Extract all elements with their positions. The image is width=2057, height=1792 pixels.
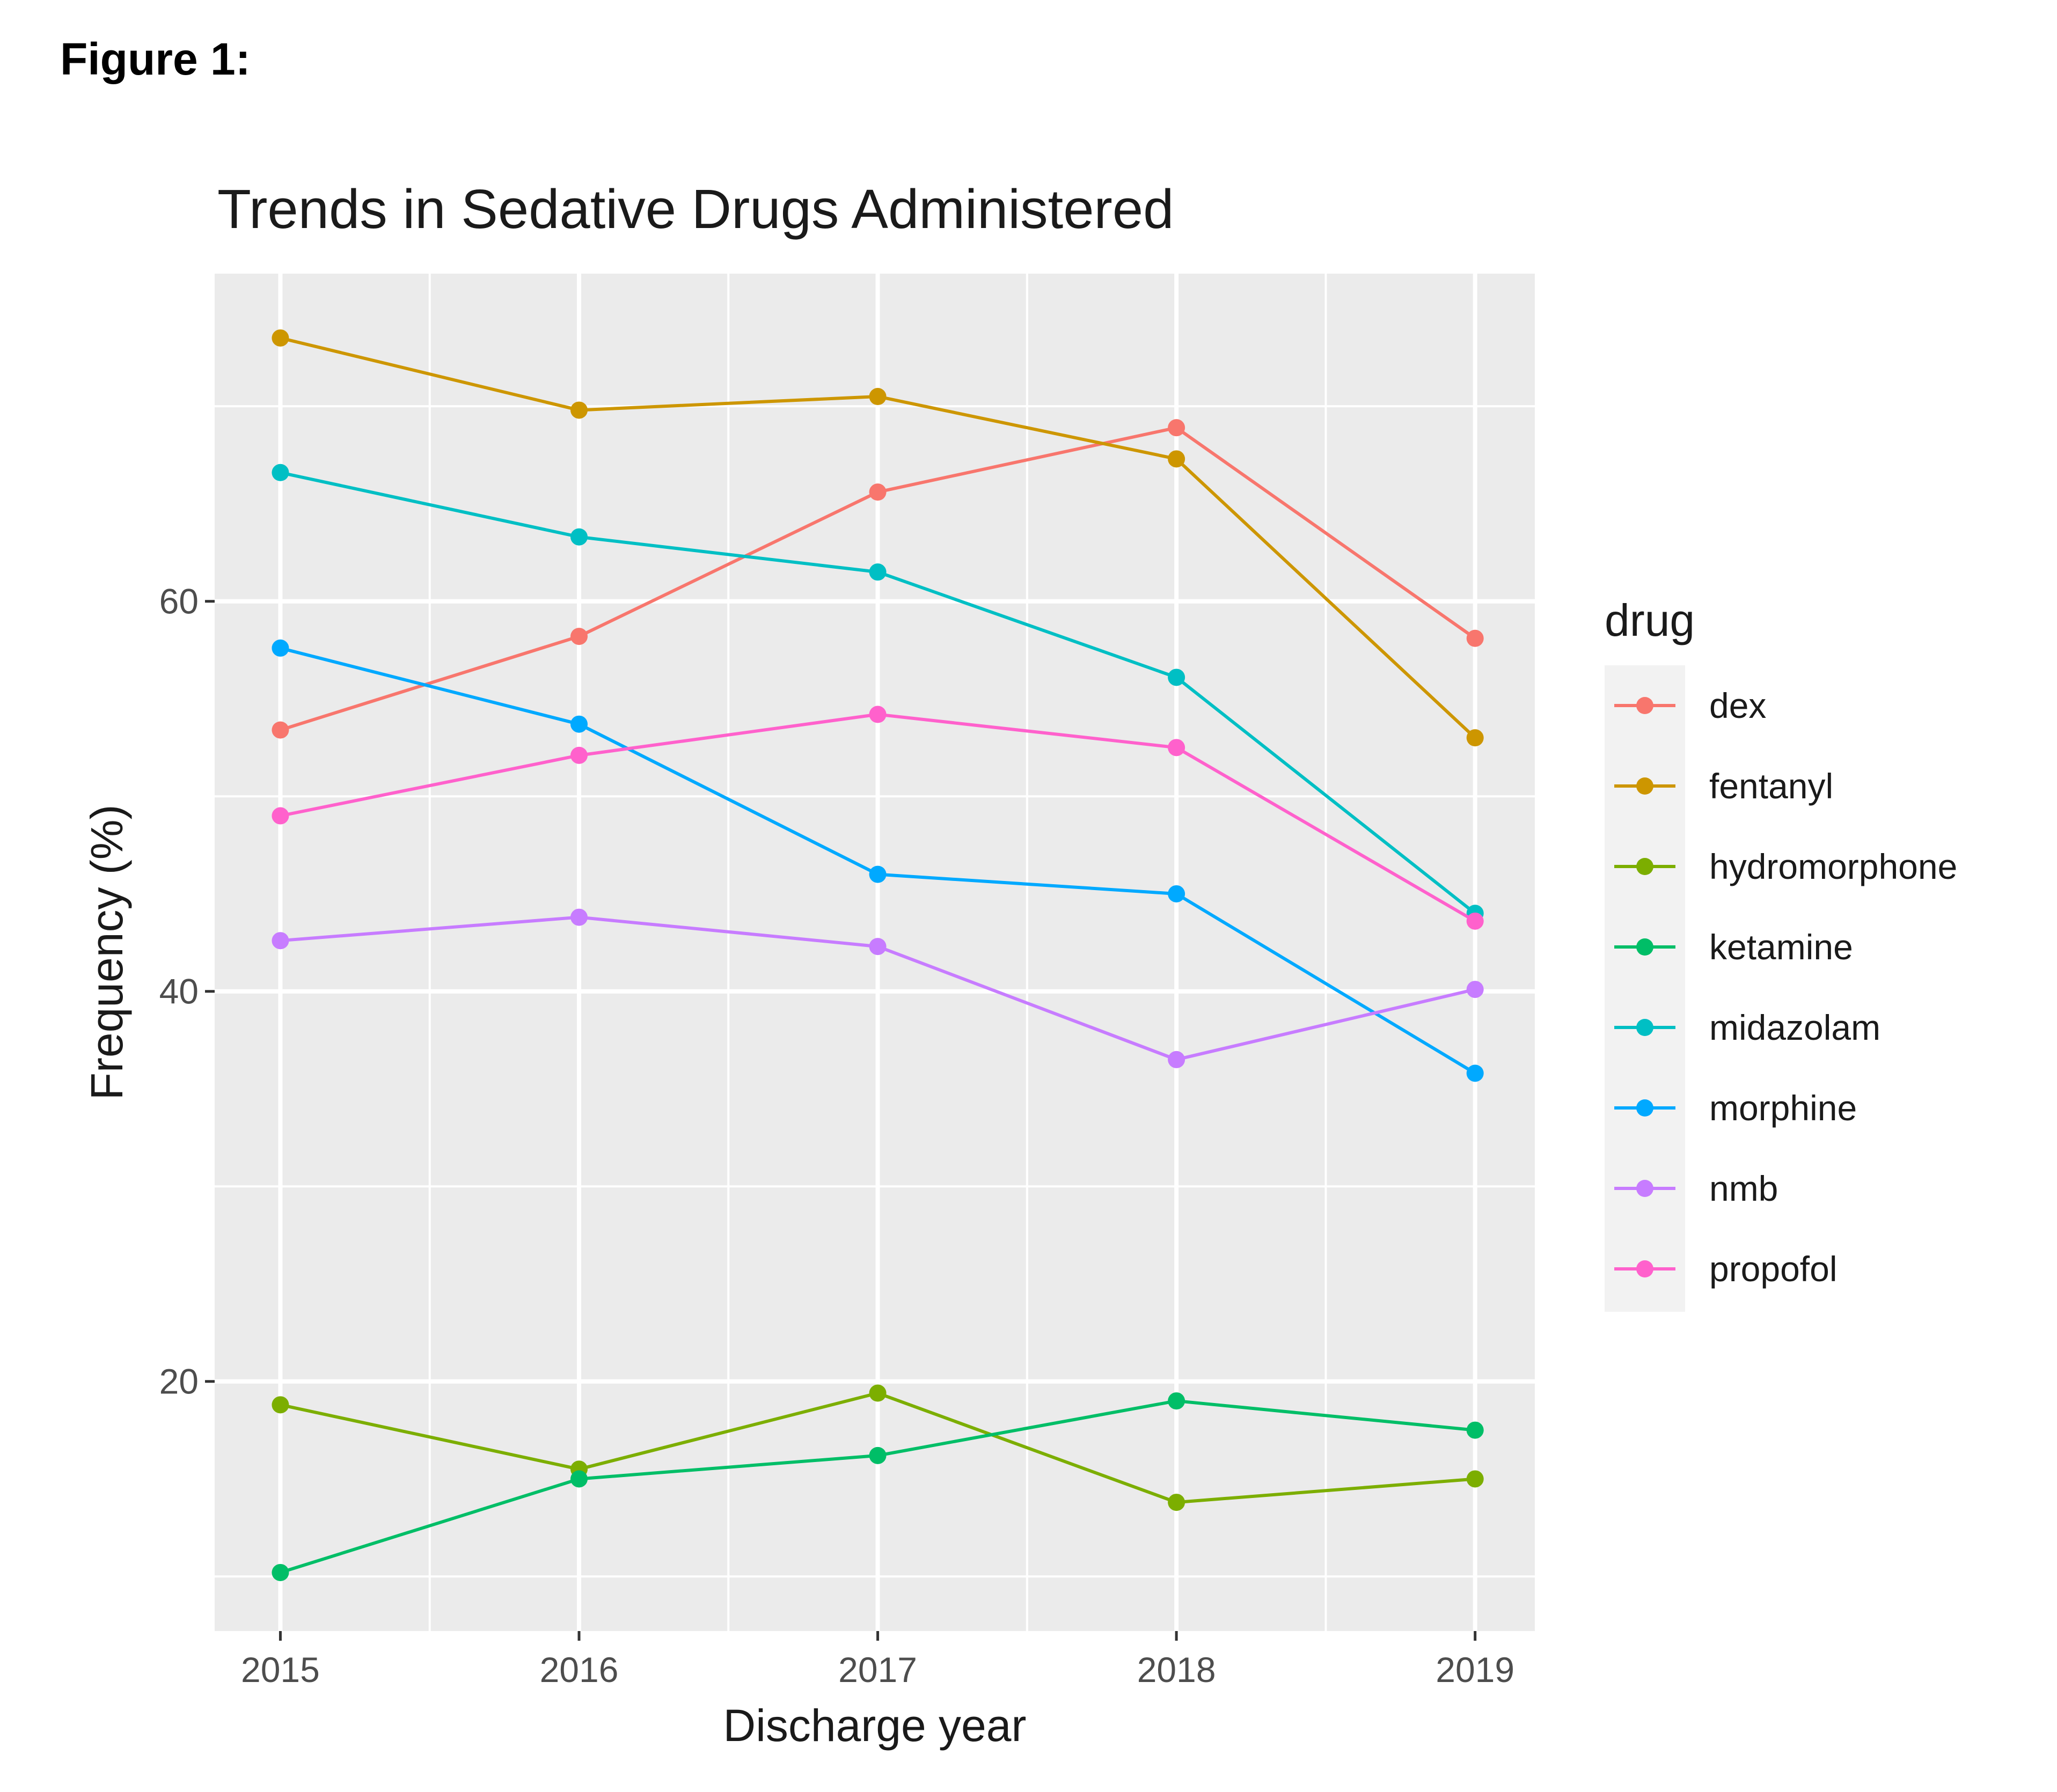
x-axis-title: Discharge year: [723, 1700, 1027, 1751]
y-axis-title: Frequency (%): [82, 805, 132, 1100]
data-point-propofol: [869, 706, 887, 723]
data-point-hydromorphone: [869, 1384, 887, 1402]
figure-label: Figure 1:: [60, 34, 251, 84]
data-point-midazolam: [1168, 669, 1185, 686]
data-point-ketamine: [1168, 1392, 1185, 1410]
data-point-fentanyl: [1466, 729, 1484, 747]
data-point-nmb: [272, 932, 289, 950]
legend-key-point-hydromorphone: [1636, 858, 1653, 875]
data-point-morphine: [570, 715, 588, 733]
data-point-hydromorphone: [1168, 1494, 1185, 1511]
x-tick-label: 2016: [540, 1650, 619, 1690]
x-tick-label: 2018: [1137, 1650, 1216, 1690]
grid-minor: [215, 274, 1535, 1631]
data-point-propofol: [1466, 912, 1484, 930]
legend-label-fentanyl: fentanyl: [1709, 766, 1833, 806]
data-point-midazolam: [272, 464, 289, 481]
data-point-fentanyl: [1168, 450, 1185, 468]
legend-label-midazolam: midazolam: [1709, 1008, 1880, 1047]
data-point-propofol: [570, 746, 588, 764]
legend-key-point-nmb: [1636, 1180, 1653, 1197]
data-point-hydromorphone: [1466, 1470, 1484, 1488]
legend-key-point-ketamine: [1636, 938, 1653, 956]
data-point-morphine: [1466, 1064, 1484, 1082]
legend-key-point-dex: [1636, 697, 1653, 714]
axis-ticks: [205, 600, 1477, 1641]
data-point-ketamine: [1466, 1421, 1484, 1439]
data-point-ketamine: [272, 1563, 289, 1581]
data-point-nmb: [1168, 1051, 1185, 1068]
data-point-midazolam: [869, 563, 887, 581]
data-point-morphine: [272, 639, 289, 657]
legend-key-point-morphine: [1636, 1099, 1653, 1117]
legend-label-ketamine: ketamine: [1709, 927, 1853, 967]
legend: drug dex fentanyl hydromorphone ketamine mid…: [1605, 595, 1957, 1312]
chart-title: Trends in Sedative Drugs Administered: [217, 178, 1174, 240]
legend-title: drug: [1605, 595, 1695, 645]
y-tick-label: 40: [159, 972, 199, 1011]
x-tick-label: 2019: [1436, 1650, 1514, 1690]
data-point-nmb: [1466, 981, 1484, 998]
data-point-nmb: [570, 908, 588, 926]
y-tick-label: 60: [159, 582, 199, 621]
data-point-nmb: [869, 938, 887, 956]
data-point-morphine: [1168, 885, 1185, 902]
data-point-dex: [570, 628, 588, 645]
data-point-fentanyl: [869, 388, 887, 406]
legend-key-point-fentanyl: [1636, 777, 1653, 795]
series-layer: [272, 329, 1484, 1581]
legend-label-propofol: propofol: [1709, 1249, 1838, 1289]
data-point-dex: [272, 721, 289, 739]
x-tick-label: 2017: [838, 1650, 917, 1690]
legend-label-nmb: nmb: [1709, 1169, 1778, 1208]
data-point-hydromorphone: [272, 1396, 289, 1414]
data-point-morphine: [869, 865, 887, 883]
y-tick-label: 20: [159, 1362, 199, 1401]
data-point-fentanyl: [272, 329, 289, 347]
data-point-dex: [1466, 629, 1484, 647]
data-point-propofol: [1168, 739, 1185, 757]
legend-key-background: [1605, 665, 1685, 1312]
legend-label-hydromorphone: hydromorphone: [1709, 847, 1957, 886]
legend-label-morphine: morphine: [1709, 1088, 1857, 1128]
legend-key-point-propofol: [1636, 1260, 1653, 1277]
data-point-midazolam: [570, 528, 588, 546]
data-point-dex: [1168, 419, 1185, 437]
data-point-fentanyl: [570, 401, 588, 419]
legend-items: dex fentanyl hydromorphone ketamine midazola…: [1614, 686, 1957, 1289]
data-point-ketamine: [570, 1470, 588, 1488]
data-point-ketamine: [869, 1446, 887, 1464]
legend-label-dex: dex: [1709, 686, 1766, 725]
data-point-dex: [869, 483, 887, 501]
data-point-propofol: [272, 807, 289, 825]
axis-tick-labels: 2015 2016 2017 2018 2019 20 40 60: [159, 582, 1515, 1690]
x-tick-label: 2015: [241, 1650, 320, 1690]
legend-key-point-midazolam: [1636, 1019, 1653, 1036]
